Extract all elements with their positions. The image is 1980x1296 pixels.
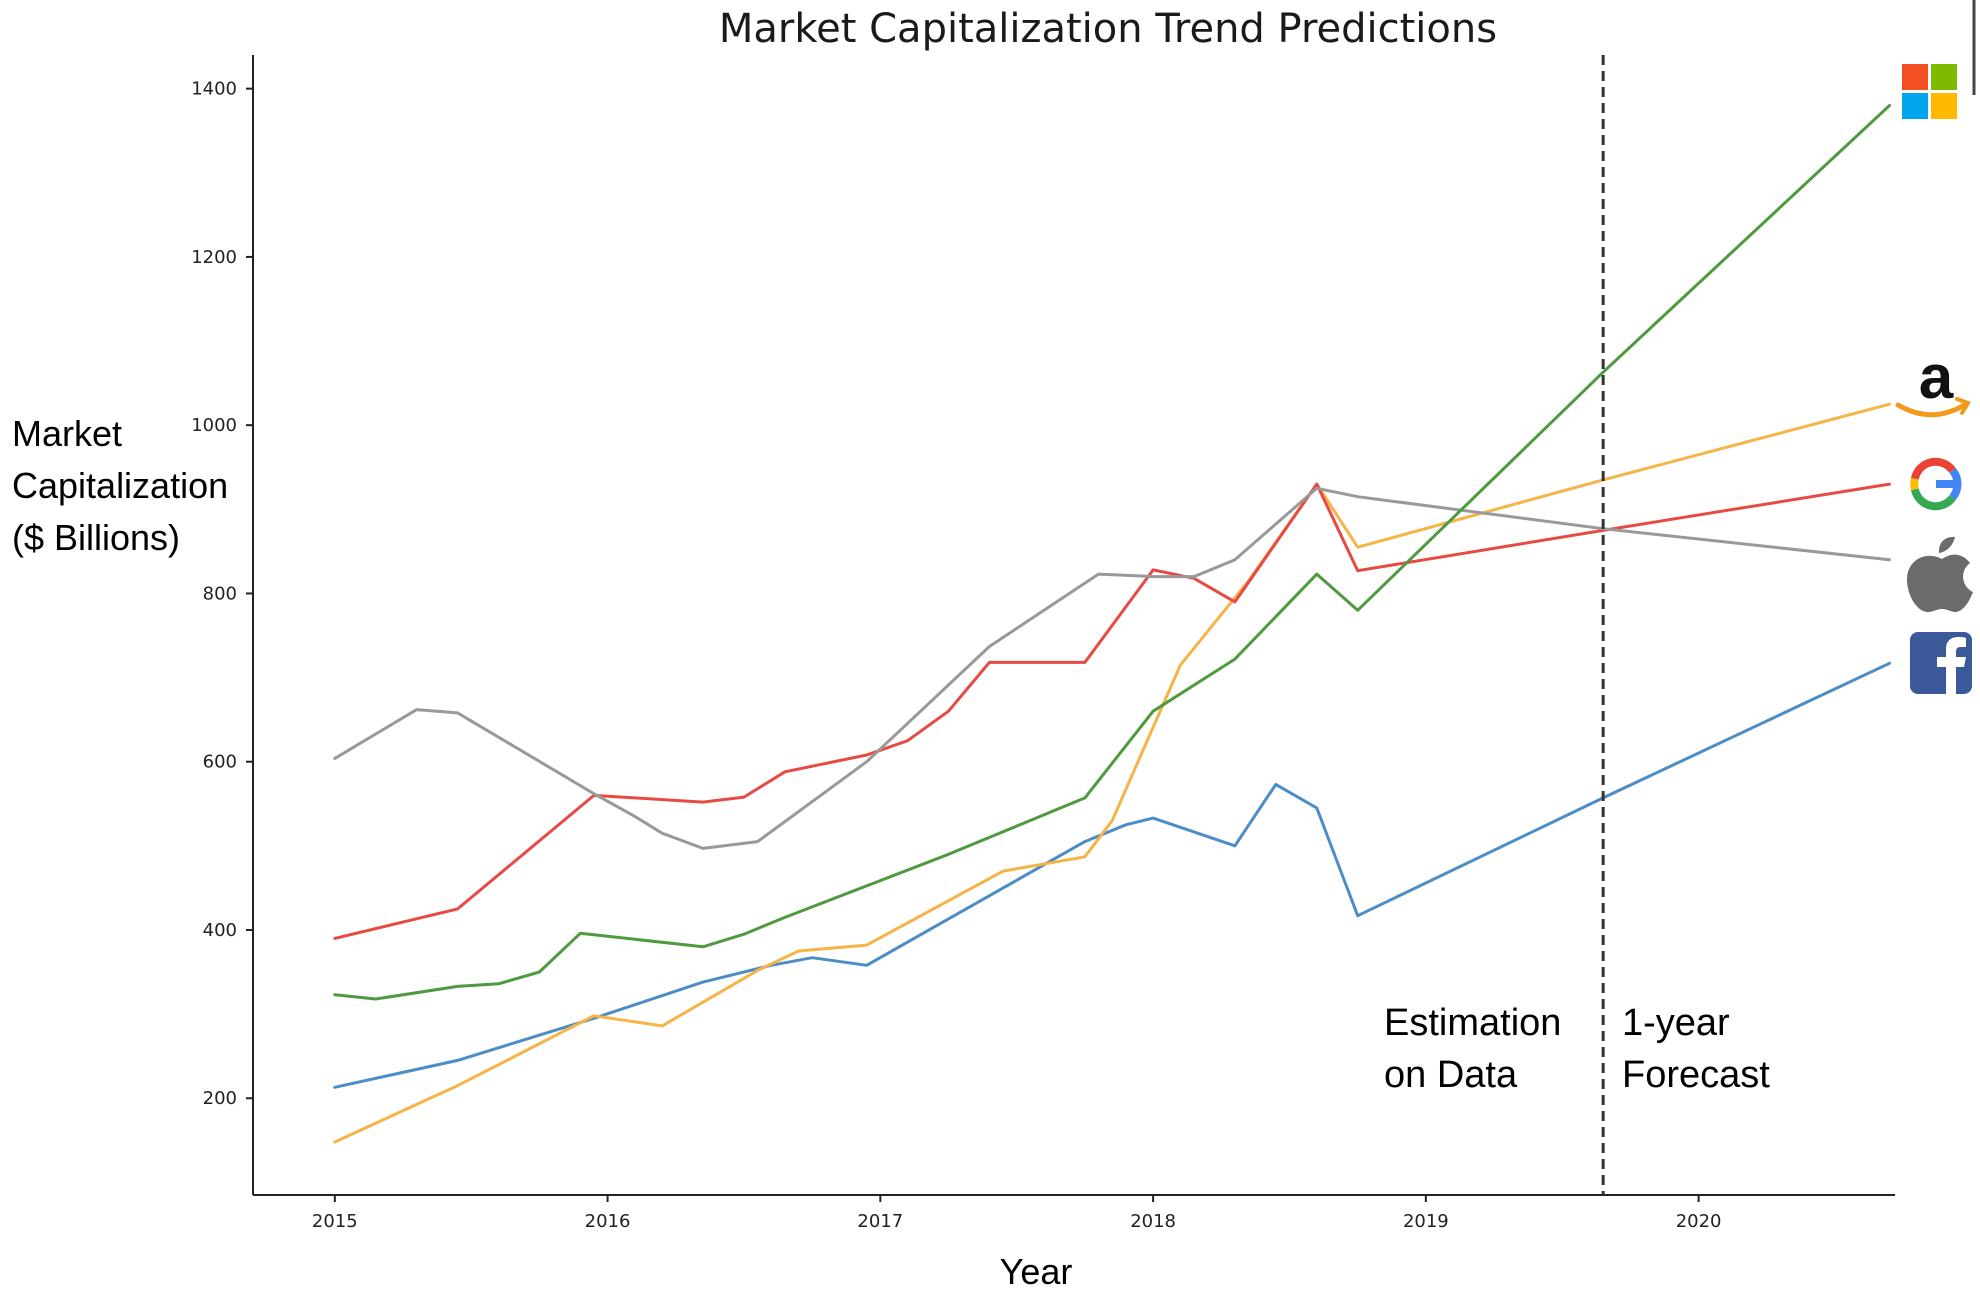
y-ticks: 200 400 600 800 1000 1200 1400 (191, 79, 253, 1109)
y-tick-label: 1400 (191, 79, 237, 100)
x-tick-label: 2015 (312, 1211, 358, 1232)
x-axis-title: Year (1000, 1251, 1073, 1292)
y-axis-title: Market Capitalization ($ Billions) (12, 413, 228, 558)
series-line-facebook (333, 661, 1891, 1089)
y-tick-label: 400 (203, 920, 237, 941)
svg-text:a: a (1919, 343, 1954, 412)
x-tick-label: 2016 (585, 1211, 631, 1232)
x-ticks: 2015 2016 2017 2018 2019 2020 (312, 1195, 1722, 1232)
x-tick-label: 2017 (857, 1211, 903, 1232)
apple-logo-icon (1906, 536, 1973, 612)
annotation-forecast-line-1: 1-year (1622, 1002, 1730, 1044)
y-tick-label: 1000 (191, 415, 237, 436)
y-axis-title-line-3: ($ Billions) (12, 517, 180, 558)
y-axis-title-line-1: Market (12, 413, 122, 454)
annotation-estimation: Estimation on Data (1384, 1002, 1561, 1096)
annotation-forecast: 1-year Forecast (1622, 1002, 1770, 1096)
chart-title: Market Capitalization Trend Predictions (719, 6, 1497, 52)
x-tick-label: 2020 (1676, 1211, 1722, 1232)
y-axis-title-line-2: Capitalization (12, 465, 228, 506)
series-line-apple (333, 486, 1891, 850)
y-tick-label: 800 (203, 583, 237, 604)
x-tick-label: 2019 (1403, 1211, 1449, 1232)
axes (252, 55, 1895, 1196)
amazon-logo-icon: a (1895, 343, 1971, 418)
series-lines (333, 104, 1891, 1144)
annotation-estimation-line-2: on Data (1384, 1054, 1518, 1096)
y-tick-label: 1200 (191, 247, 237, 268)
y-tick-label: 200 (203, 1088, 237, 1109)
y-tick-label: 600 (203, 752, 237, 773)
facebook-logo-icon (1910, 632, 1972, 694)
annotation-estimation-line-1: Estimation (1384, 1002, 1561, 1044)
series-line-microsoft (333, 104, 1891, 1001)
x-tick-label: 2018 (1130, 1211, 1176, 1232)
annotation-forecast-line-2: Forecast (1622, 1054, 1770, 1096)
microsoft-logo-icon (1902, 64, 1957, 119)
series-line-google (333, 482, 1891, 940)
google-logo-icon (1910, 457, 1962, 511)
series-line-amazon (333, 402, 1891, 1144)
